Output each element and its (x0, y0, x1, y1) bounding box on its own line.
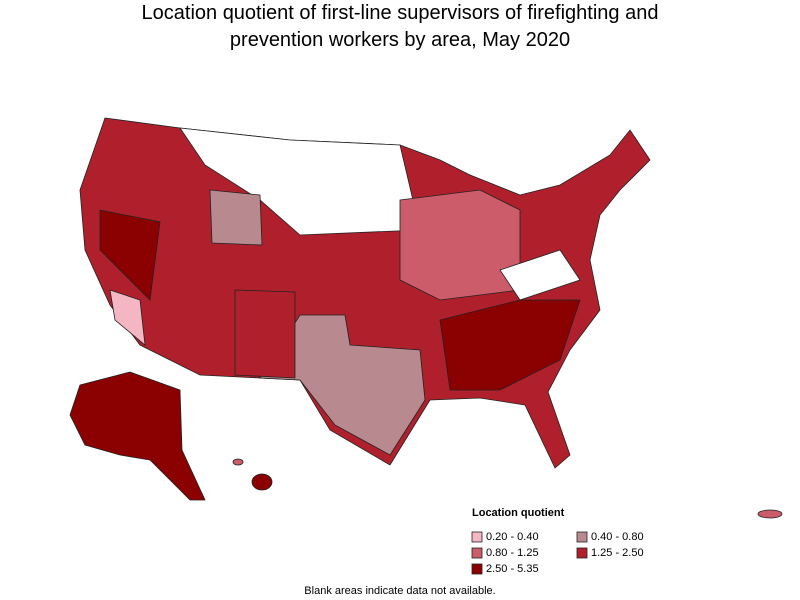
region-california-south (109, 289, 146, 346)
title: Location quotient of first-line supervis… (141, 2, 659, 51)
legend-swatch (471, 563, 483, 575)
map (69, 117, 783, 519)
alaska (69, 371, 206, 501)
legend-label: 2.50 - 5.35 (486, 563, 539, 575)
legend-label: 0.40 - 0.80 (591, 531, 644, 543)
region-texas (259, 314, 426, 456)
legend-label: 0.20 - 0.40 (486, 531, 539, 543)
legend-swatch (576, 531, 588, 543)
region-new-mexico (234, 289, 296, 379)
region-midwest (399, 189, 521, 301)
note: Blank areas indicate data not available. (304, 585, 495, 597)
legend-swatch (471, 547, 483, 559)
puerto-rico (757, 509, 783, 519)
legend-swatch (471, 531, 483, 543)
legend-label: 1.25 - 2.50 (591, 547, 644, 559)
legend: 0.20 - 0.40 0.40 - 0.80 0.80 - 1.25 1.25 - … (471, 531, 644, 575)
legend-title: Location quotient (472, 507, 565, 519)
region-north-plains (179, 127, 421, 236)
hawaii (251, 473, 273, 491)
legend-swatch (576, 547, 588, 559)
title-box: Location quotient of first-line supervis… (141, 2, 659, 51)
region-kentucky (499, 249, 581, 301)
hawaii-small (232, 458, 244, 466)
region-nevada (99, 209, 161, 301)
region-wyoming (209, 189, 263, 246)
region-southeast (439, 299, 581, 391)
legend-label: 0.80 - 1.25 (486, 547, 539, 559)
